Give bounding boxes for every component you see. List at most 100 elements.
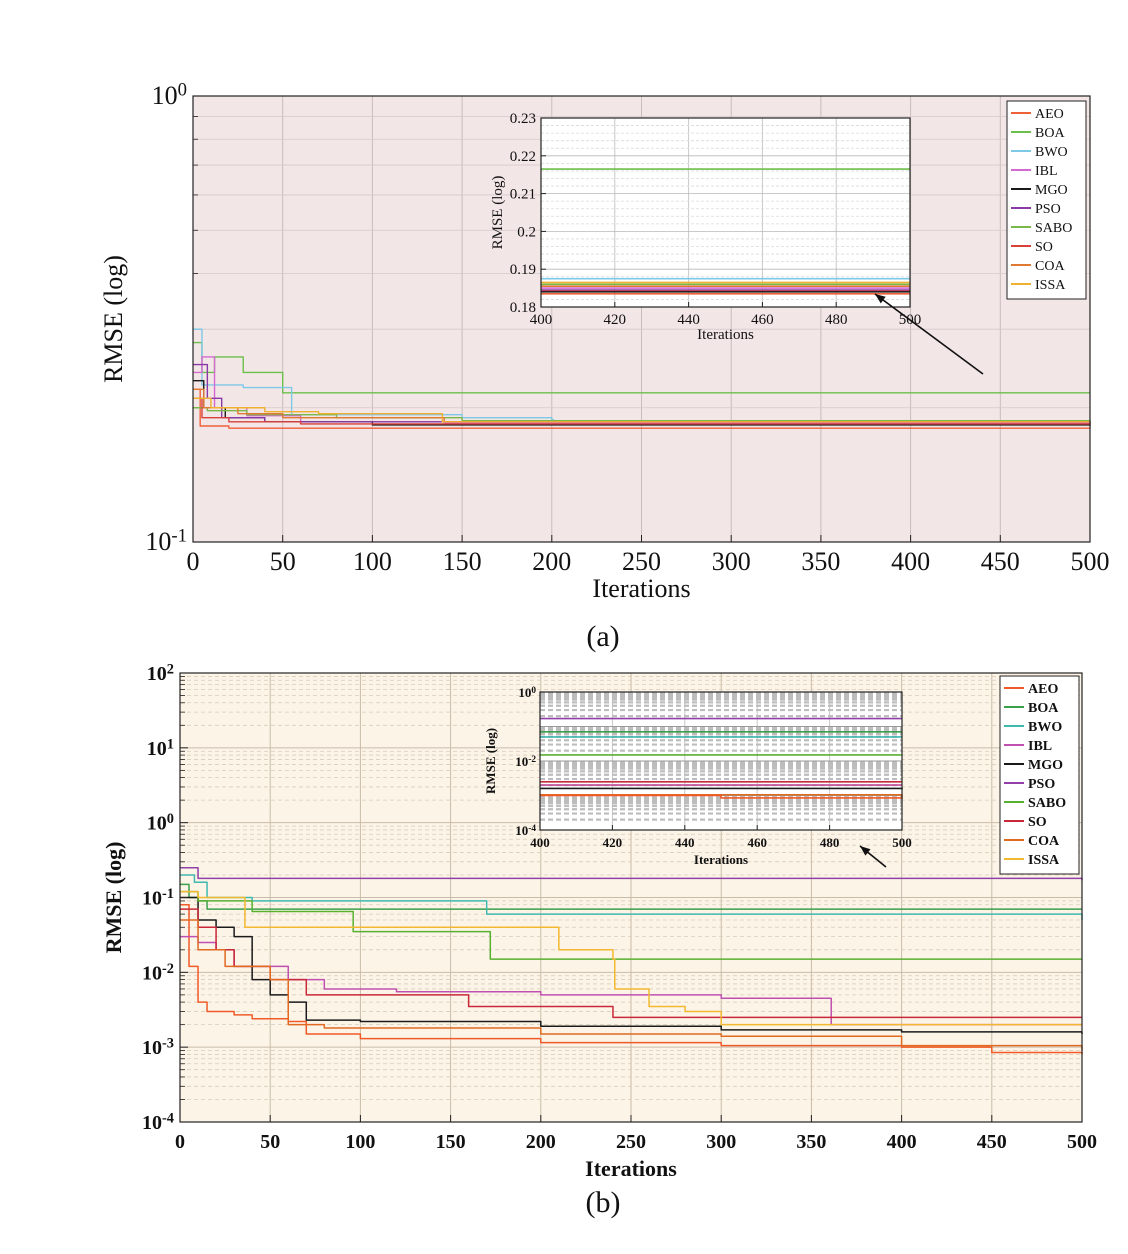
tick-base: 10 (142, 962, 162, 984)
legend-entry: PSO (1028, 777, 1055, 792)
tick-base: 10 (518, 685, 531, 700)
series-line-aeo (180, 904, 1083, 1055)
tick-label-y: 10-1 (142, 886, 174, 909)
legend-entry: AEO (1028, 682, 1058, 697)
tick-exponent: -4 (162, 1111, 174, 1127)
series-line-issa (193, 397, 1090, 423)
tick-exponent: 1 (167, 736, 174, 752)
legend-entry: AEO (1035, 107, 1064, 122)
legend-entry: MGO (1028, 758, 1063, 773)
tick-label-x: 300 (706, 1131, 736, 1153)
tick-base: 10 (152, 81, 178, 110)
tick-label-y: 101 (147, 736, 174, 759)
inset-axis-label-x: Iterations (694, 852, 748, 867)
tick-label-x: 300 (712, 547, 751, 576)
tick-label-x: 350 (796, 1131, 826, 1153)
tick-label-y: 100 (147, 811, 174, 834)
legend-entry: SO (1028, 815, 1047, 830)
tick-label-x: 0 (187, 547, 200, 576)
legend-entry: SO (1035, 240, 1053, 255)
tick-label-x: 200 (532, 547, 571, 576)
tick-label-y: 102 (147, 662, 174, 685)
inset-tick-label-y: 10-4 (515, 823, 536, 838)
axis-label-y: RMSE (log) (99, 255, 128, 383)
tick-exponent: 0 (178, 80, 187, 101)
legend-entry: COA (1035, 259, 1065, 274)
tick-exponent: -4 (528, 824, 536, 834)
tick-label-x: 450 (981, 547, 1020, 576)
zoom-arrow (874, 293, 984, 375)
tick-label-x: 250 (616, 1131, 646, 1153)
inset-chart: 400420440460480500Iterations0.180.190.20… (490, 111, 984, 375)
series-lines (193, 328, 1091, 429)
tick-base: 10 (515, 823, 528, 838)
tick-label-y: 10-1 (145, 526, 187, 556)
tick-base: 10 (515, 754, 528, 769)
tick-label-x: 200 (526, 1131, 556, 1153)
tick-base: 10 (147, 738, 167, 760)
legend-entry: PSO (1035, 202, 1061, 217)
tick-label-y: 10-3 (142, 1036, 174, 1059)
panel-label: (a) (586, 620, 619, 653)
tick-label-x: 400 (891, 547, 930, 576)
legend-entry: BWO (1035, 145, 1068, 160)
inset-tick-label-x: 500 (892, 835, 912, 850)
tick-exponent: -1 (162, 886, 174, 902)
series-line-sabo (180, 890, 1082, 960)
inset-tick-label-x: 400 (530, 312, 553, 328)
tick-label-y: 10-2 (142, 961, 174, 984)
inset-tick-label-x: 480 (820, 835, 840, 850)
tick-base: 10 (147, 663, 167, 685)
legend-entry: IBL (1035, 164, 1058, 179)
inset-tick-label-y: 0.19 (510, 262, 536, 278)
series-line-bwo (193, 328, 1090, 423)
inset-tick-label-y: 0.18 (510, 300, 536, 316)
zoom-arrow-head (860, 846, 871, 856)
tick-exponent: -1 (171, 526, 187, 547)
legend-entry: COA (1028, 834, 1060, 849)
legend-entry: IBL (1028, 739, 1052, 754)
zoom-arrow-head (875, 294, 886, 304)
inset-frame (539, 691, 903, 831)
tick-label-y: 100 (152, 80, 187, 110)
series-line-bwo (180, 874, 1083, 921)
tick-label-x: 350 (801, 547, 840, 576)
legend: AEO BOA BWO IBL MGO PSO SABO SO COA ISSA (999, 675, 1080, 875)
axis-label-x: Iterations (592, 574, 690, 603)
tick-label-x: 500 (1071, 547, 1110, 576)
tick-exponent: 2 (167, 662, 174, 678)
legend-entry: BWO (1028, 720, 1062, 735)
chart-panel-1: 0 50 100 150 200 250 300 350 400 450 500Iterations… (101, 662, 1097, 1219)
tick-label-x: 150 (436, 1131, 466, 1153)
legend: AEO BOA BWO IBL MGO PSO SABO SO COA ISSA (1006, 100, 1087, 300)
tick-base: 10 (142, 888, 162, 910)
inset-tick-label-y: 10-2 (515, 754, 536, 769)
inset-tick-label-y: 0.23 (510, 111, 536, 127)
x-axis: 0 50 100 150 200 250 300 350 400 450 500 (175, 1115, 1097, 1153)
inset-tick-label-x: 480 (825, 312, 848, 328)
inset-tick-label-x: 400 (530, 835, 550, 850)
axis-label-y: RMSE (log) (101, 842, 126, 954)
inset-tick-label-y: 0.21 (510, 187, 536, 203)
inset-chart: 400 420 440 460 480 500Iterations10010-210-4R… (483, 685, 912, 868)
tick-base: 10 (147, 813, 167, 835)
inset-axis-label-y: RMSE (log) (490, 176, 506, 250)
inset-tick-label-x: 420 (603, 835, 623, 850)
inset-axis-label-y: RMSE (log) (483, 728, 498, 794)
legend-entry: MGO (1035, 183, 1068, 198)
tick-label-x: 150 (443, 547, 482, 576)
tick-base: 10 (142, 1037, 162, 1059)
tick-label-x: 100 (345, 1131, 375, 1153)
inset-tick-label-x: 460 (751, 312, 774, 328)
legend-entry: ISSA (1028, 853, 1060, 868)
series-line-issa (180, 890, 1082, 1026)
tick-exponent: 0 (531, 686, 536, 696)
legend-entry: BOA (1035, 126, 1065, 141)
inset-tick-label-x: 420 (604, 312, 627, 328)
legend-box (999, 675, 1080, 875)
inset-axis-label-x: Iterations (697, 327, 754, 343)
tick-label-x: 50 (260, 1131, 280, 1153)
series-line-ibl (193, 356, 1091, 424)
